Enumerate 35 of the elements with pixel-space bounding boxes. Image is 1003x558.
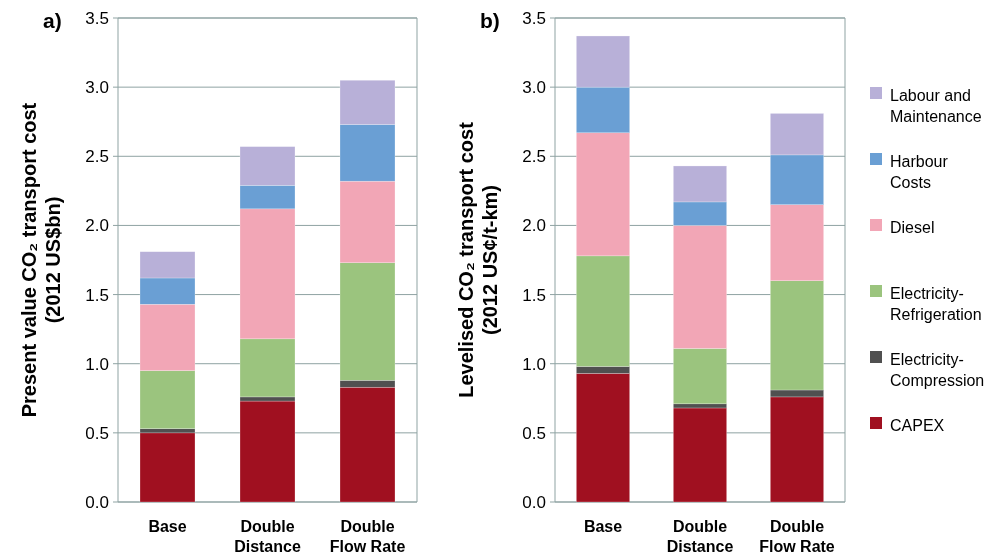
legend-label: Labour and Maintenance [890, 86, 982, 125]
y-tick-label: 2.5 [522, 147, 546, 167]
y-tick-label: 2.0 [522, 216, 546, 236]
y-tick-label: 0.5 [85, 423, 109, 443]
x-tick-label: Base [148, 518, 187, 535]
y-tick-label: 2.0 [85, 216, 109, 236]
bar [673, 407, 727, 503]
y-tick-label: 3.0 [85, 78, 109, 98]
y-tick-label: 1.5 [85, 285, 109, 305]
y-axis-title: Present value CO₂ transport cost (2012 US$bn) [18, 102, 64, 418]
y-tick-label: 3.5 [85, 8, 109, 28]
x-tick-label: Double Distance [666, 518, 734, 555]
x-tick-label: Double Distance [234, 518, 301, 555]
legend-label: Electricity-Refrigeration [890, 284, 982, 323]
x-tick-label: Base [583, 518, 623, 535]
y-tick-label: 0.0 [522, 492, 546, 512]
y-tick-label: 3.5 [522, 8, 546, 28]
y-tick-label: 1.0 [85, 354, 109, 374]
y-axis-title: Levelised CO₂ transport cost (2012 US¢/t-km) [455, 121, 501, 398]
y-tick-label: 0.0 [85, 492, 109, 512]
legend-label: Harbour Costs [890, 152, 949, 191]
y-tick-label: 1.0 [522, 354, 546, 374]
legend-label: Diesel [890, 218, 935, 236]
legend-label: Electricity-Compression [890, 350, 985, 389]
chart-title: b) [480, 9, 500, 32]
x-tick-label: Double Flow Rate [759, 518, 835, 555]
bar [239, 400, 296, 503]
y-tick-label: 3.0 [522, 78, 546, 98]
legend-label: CAPEX [890, 416, 945, 434]
y-tick-label: 2.5 [85, 147, 109, 167]
bar [139, 432, 196, 503]
chart-title: a) [43, 9, 62, 32]
y-tick-label: 1.5 [522, 285, 546, 305]
x-tick-label: Double Flow Rate [329, 518, 406, 555]
y-tick-label: 0.5 [522, 423, 546, 443]
